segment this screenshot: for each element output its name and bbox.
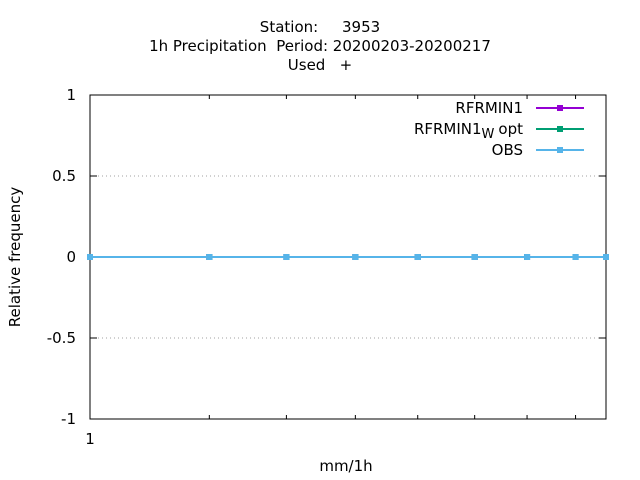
chart-title-period: 1h Precipitation Period: 20200203-202002… <box>149 37 491 55</box>
data-point <box>352 254 359 260</box>
y-axis-ticks: 1 0.5 0 -0.5 -1 <box>47 86 606 428</box>
data-point <box>283 254 290 260</box>
series-layer <box>87 254 609 260</box>
legend-marker <box>557 147 563 153</box>
y-tick-label: 1 <box>66 86 76 104</box>
y-tick-label: 0 <box>66 248 76 266</box>
legend-marker <box>557 105 563 111</box>
legend-entry: RFRMIN1W opt <box>414 120 584 142</box>
y-axis-label: Relative frequency <box>6 187 24 328</box>
legend-label: RFRMIN1W opt <box>414 120 523 142</box>
legend-label: RFRMIN1 <box>455 99 523 117</box>
y-tick-label: -1 <box>61 410 76 428</box>
data-point <box>471 254 478 260</box>
chart-title-station: Station: 3953 <box>259 18 381 36</box>
legend-entry: RFRMIN1 <box>455 99 584 117</box>
legend-entry: OBS <box>492 141 584 159</box>
x-tick-label: 1 <box>85 430 95 448</box>
data-point <box>572 254 579 260</box>
series-2 <box>87 254 609 260</box>
x-axis-label: mm/1h <box>319 457 372 475</box>
data-point <box>524 254 531 260</box>
y-tick-label: 0.5 <box>52 167 76 185</box>
data-point <box>206 254 213 260</box>
legend-label: OBS <box>492 141 523 159</box>
data-point <box>603 254 609 260</box>
data-point <box>414 254 421 260</box>
legend-marker <box>557 126 563 132</box>
chart-title-used: Used + <box>287 56 353 74</box>
y-tick-label: -0.5 <box>47 329 76 347</box>
data-point <box>87 254 93 260</box>
x-axis-ticks: 1 <box>85 95 607 448</box>
